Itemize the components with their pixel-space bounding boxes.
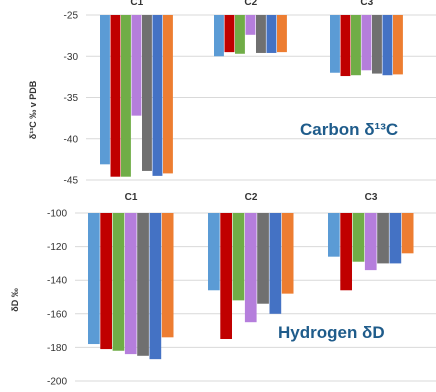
bar — [100, 15, 110, 165]
bar — [124, 213, 137, 355]
bar — [364, 213, 377, 271]
bar — [232, 213, 245, 301]
y-axis-label: δD ‰ — [10, 288, 20, 311]
y-tick-label: -40 — [64, 134, 79, 145]
category-label: C2 — [245, 192, 258, 203]
bar — [137, 213, 149, 356]
bar — [389, 213, 402, 264]
carbon-panel: -25 -30 -35 -40 -45 C1 C2 C3 δ¹³C ‰ v PDB Carbon … — [28, 0, 436, 187]
bar — [330, 15, 340, 73]
bar — [131, 15, 142, 116]
bar — [382, 15, 393, 76]
bar — [245, 15, 256, 35]
y-tick-label: -25 — [64, 11, 79, 22]
bar — [100, 213, 112, 350]
bar — [142, 15, 152, 171]
bar — [88, 213, 100, 345]
bar — [121, 15, 131, 177]
bar — [393, 15, 403, 75]
bar — [257, 213, 269, 304]
y-tick-label: -30 — [64, 52, 79, 63]
bar — [235, 15, 245, 54]
panel-annotation: Carbon δ¹³C — [300, 120, 398, 139]
panel-annotation: Hydrogen δD — [278, 323, 385, 342]
bar — [277, 15, 287, 53]
bar — [220, 213, 232, 339]
bar — [214, 15, 224, 57]
category-label: C1 — [125, 192, 138, 203]
bar — [377, 213, 389, 264]
y-axis-label: δ¹³C ‰ v PDB — [28, 80, 38, 139]
y-tick-label: -140 — [47, 276, 67, 287]
y-tick-label: -180 — [47, 343, 67, 354]
category-label: C1 — [130, 0, 143, 8]
bar — [152, 15, 163, 176]
bar — [163, 15, 173, 174]
y-tick-label: -200 — [47, 377, 67, 388]
bar — [352, 213, 365, 262]
category-label: C2 — [244, 0, 257, 8]
hydrogen-panel: -100 -120 -140 -160 -180 -200 C1 C2 C3 δD ‰ Hydrog… — [10, 192, 436, 388]
bar — [256, 15, 266, 53]
bar — [281, 213, 294, 294]
bar — [372, 15, 382, 74]
y-tick-label: -120 — [47, 242, 67, 253]
y-tick-label: -100 — [47, 209, 67, 220]
bar — [224, 15, 235, 53]
category-label: C3 — [360, 0, 373, 8]
bar — [149, 213, 162, 360]
bar — [244, 213, 257, 323]
category-label: C3 — [365, 192, 378, 203]
y-tick-label: -160 — [47, 309, 67, 320]
bar — [208, 213, 220, 291]
bar — [266, 15, 277, 53]
bar — [361, 15, 372, 71]
bar — [340, 15, 351, 77]
y-tick-label: -35 — [64, 93, 79, 104]
bar — [328, 213, 340, 257]
bar — [161, 213, 174, 338]
bar — [340, 213, 352, 291]
bar — [351, 15, 361, 76]
bar — [112, 213, 125, 351]
bar — [110, 15, 121, 177]
bar — [269, 213, 282, 314]
bar — [401, 213, 414, 254]
y-tick-label: -45 — [64, 176, 79, 187]
